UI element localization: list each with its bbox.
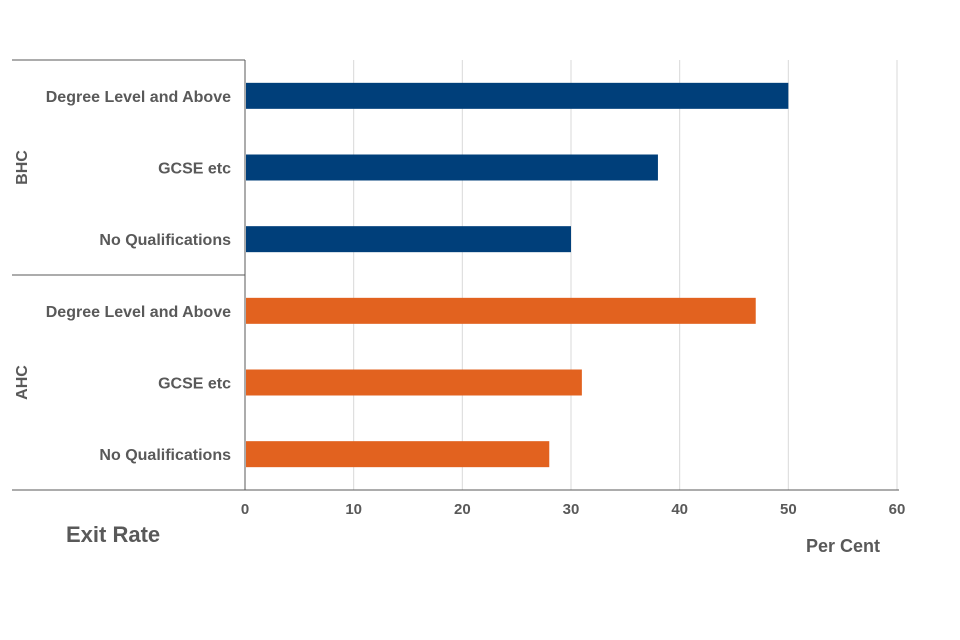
x-tick-label: 0 (241, 501, 249, 518)
bar-bhc (246, 226, 571, 253)
category-label: Degree Level and Above (46, 89, 231, 106)
bar-bhc (246, 154, 658, 181)
x-tick-label: 60 (889, 501, 906, 518)
bar-ahc (246, 369, 582, 396)
bar-bhc (246, 82, 789, 109)
axes (12, 59, 899, 491)
category-label: No Qualifications (99, 447, 231, 464)
x-tick-label: 10 (345, 501, 362, 518)
gridlines (353, 60, 898, 490)
bar-ahc (246, 297, 756, 324)
x-tick-label: 50 (780, 501, 797, 518)
x-tick-label: 40 (671, 501, 688, 518)
category-labels: BHC Degree Level and Above GCSE etc No Qual… (14, 89, 231, 464)
category-label: GCSE etc (158, 376, 231, 393)
x-tick-labels: 0 10 20 30 40 50 60 (241, 501, 906, 518)
x-tick-label: 30 (563, 501, 580, 518)
category-label: GCSE etc (158, 161, 231, 178)
chart-title: Exit Rate (66, 522, 161, 547)
category-label: Degree Level and Above (46, 304, 231, 321)
bar-ahc (246, 441, 550, 468)
group-label-bhc: BHC (14, 150, 31, 185)
group-label-ahc: AHC (14, 365, 31, 400)
x-tick-label: 20 (454, 501, 471, 518)
category-label: No Qualifications (99, 232, 231, 249)
x-axis-label: Per Cent (806, 536, 881, 556)
bars (246, 82, 789, 468)
